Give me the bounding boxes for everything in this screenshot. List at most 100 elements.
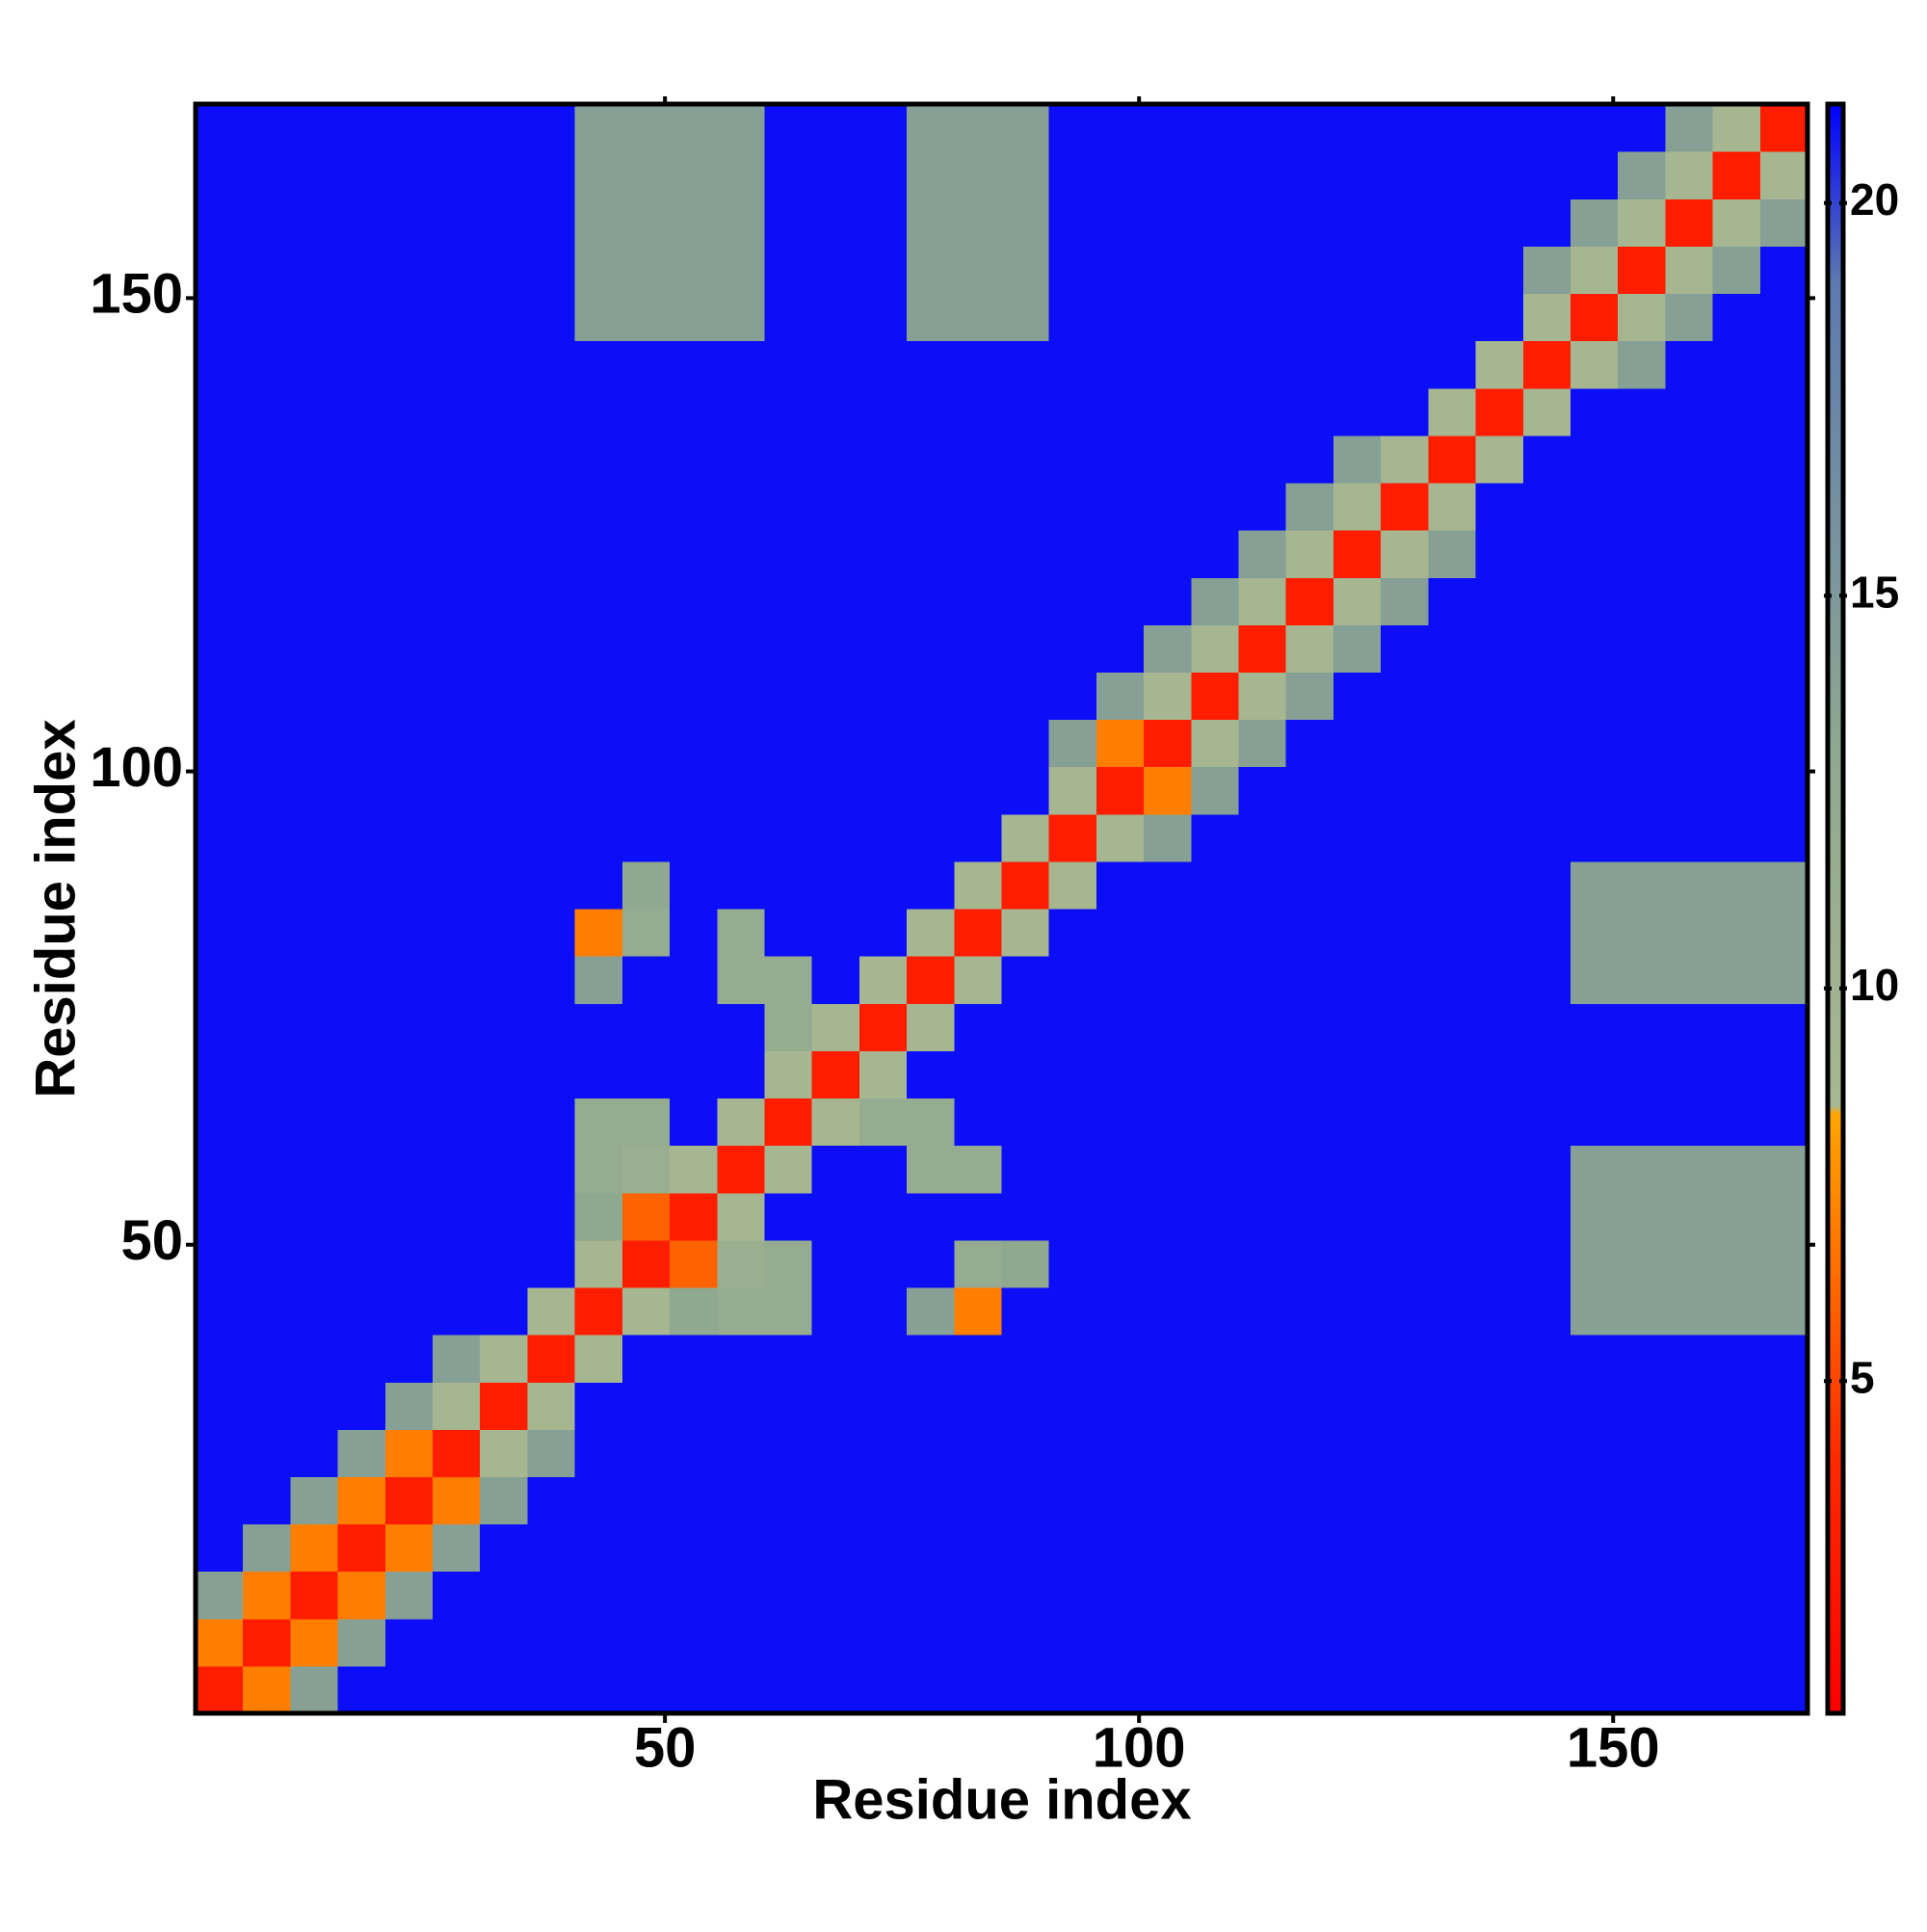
heatmap-cell bbox=[1238, 1192, 1287, 1241]
heatmap-cell bbox=[1191, 151, 1240, 199]
heatmap-cell bbox=[1665, 672, 1714, 721]
heatmap-cell bbox=[384, 293, 434, 342]
heatmap-cell bbox=[480, 1476, 529, 1525]
heatmap-cell bbox=[717, 1286, 766, 1336]
heatmap-cell bbox=[196, 956, 244, 1004]
heatmap-cell bbox=[1522, 1145, 1571, 1194]
heatmap-cell bbox=[1095, 577, 1145, 625]
heatmap-cell bbox=[1191, 860, 1240, 910]
heatmap-cell bbox=[196, 1476, 244, 1525]
heatmap-cell bbox=[480, 340, 529, 389]
heatmap-cell bbox=[670, 766, 718, 815]
heatmap-cell bbox=[811, 860, 860, 910]
heatmap-cell bbox=[433, 624, 481, 674]
heatmap-cell bbox=[1333, 1429, 1382, 1478]
heatmap-cell bbox=[1665, 1618, 1714, 1667]
heatmap-cell bbox=[1712, 1476, 1761, 1525]
heatmap-cell bbox=[907, 1618, 955, 1667]
heatmap-cell bbox=[621, 1382, 671, 1430]
heatmap-cell bbox=[1475, 1050, 1524, 1099]
heatmap-cell bbox=[954, 1003, 1003, 1051]
heatmap-cell bbox=[337, 1665, 386, 1714]
heatmap-cell bbox=[1759, 1429, 1808, 1478]
heatmap-cell bbox=[764, 435, 813, 484]
heatmap-cell bbox=[907, 860, 955, 910]
heatmap-cell bbox=[1475, 1571, 1524, 1620]
heatmap-cell bbox=[621, 1571, 671, 1620]
heatmap-cell bbox=[384, 1239, 434, 1288]
heatmap-cell bbox=[1001, 956, 1050, 1004]
heatmap-cell bbox=[811, 1145, 860, 1194]
heatmap-cell bbox=[858, 1618, 908, 1667]
heatmap-cell bbox=[907, 1098, 955, 1147]
heatmap-cell bbox=[1381, 719, 1429, 768]
heatmap-cell bbox=[1191, 1003, 1240, 1051]
heatmap-cell bbox=[527, 104, 576, 152]
heatmap-cell bbox=[480, 435, 529, 484]
heatmap-cell bbox=[196, 909, 244, 957]
heatmap-cell bbox=[764, 719, 813, 768]
heatmap-cell bbox=[621, 1145, 671, 1194]
heatmap-cell bbox=[574, 1618, 623, 1667]
heatmap-cell bbox=[1333, 151, 1382, 199]
heatmap-cell bbox=[907, 1239, 955, 1288]
heatmap-cell bbox=[1522, 766, 1571, 815]
heatmap-cell bbox=[1285, 1335, 1334, 1383]
heatmap-cell bbox=[1001, 198, 1050, 247]
heatmap-cell bbox=[433, 1192, 481, 1241]
heatmap-cell bbox=[621, 672, 671, 721]
heatmap-cell bbox=[621, 293, 671, 342]
heatmap-cell bbox=[384, 1665, 434, 1714]
heatmap-cell bbox=[1333, 1523, 1382, 1573]
heatmap-cell bbox=[1001, 1145, 1050, 1194]
heatmap-cell bbox=[907, 1429, 955, 1478]
heatmap-cell bbox=[1618, 1145, 1666, 1194]
heatmap-cell bbox=[1191, 293, 1240, 342]
heatmap-cell bbox=[337, 1382, 386, 1430]
heatmap-cell bbox=[574, 1335, 623, 1383]
heatmap-cell bbox=[527, 719, 576, 768]
heatmap-cell bbox=[1475, 1192, 1524, 1241]
heatmap-cell bbox=[574, 860, 623, 910]
heatmap-cell bbox=[1144, 956, 1192, 1004]
heatmap-cell bbox=[337, 672, 386, 721]
heatmap-cell bbox=[1428, 387, 1477, 437]
heatmap-cell bbox=[574, 246, 623, 295]
heatmap-cell bbox=[1381, 340, 1429, 389]
heatmap-cell bbox=[433, 719, 481, 768]
heatmap-cell bbox=[954, 340, 1003, 389]
heatmap-cell bbox=[1048, 1382, 1097, 1430]
heatmap-cell bbox=[1618, 1429, 1666, 1478]
heatmap-cell bbox=[670, 577, 718, 625]
heatmap-cell bbox=[433, 293, 481, 342]
heatmap-cell bbox=[954, 813, 1003, 862]
colorbar-tick-label: 15 bbox=[1850, 567, 1899, 617]
heatmap-cell bbox=[243, 435, 292, 484]
heatmap-cell bbox=[1759, 719, 1808, 768]
heatmap-cell bbox=[243, 956, 292, 1004]
heatmap-cell bbox=[574, 293, 623, 342]
heatmap-cell bbox=[433, 1618, 481, 1667]
heatmap-cell bbox=[907, 1335, 955, 1383]
heatmap-cell bbox=[290, 1098, 339, 1147]
heatmap-cell bbox=[1285, 1003, 1334, 1051]
heatmap-cell bbox=[1238, 672, 1287, 721]
heatmap-cell bbox=[1285, 813, 1334, 862]
heatmap-cell bbox=[1238, 435, 1287, 484]
heatmap-cell bbox=[764, 151, 813, 199]
heatmap-cell bbox=[1381, 1050, 1429, 1099]
heatmap-cell bbox=[1759, 293, 1808, 342]
heatmap-cell bbox=[1095, 246, 1145, 295]
heatmap-cell bbox=[1665, 1571, 1714, 1620]
heatmap-cell bbox=[1618, 813, 1666, 862]
heatmap-cell bbox=[1428, 1665, 1477, 1714]
heatmap-cell bbox=[717, 1665, 766, 1714]
heatmap-cell bbox=[670, 340, 718, 389]
heatmap-cell bbox=[1333, 435, 1382, 484]
heatmap-cell bbox=[1475, 766, 1524, 815]
heatmap-cell bbox=[811, 1050, 860, 1099]
heatmap-cell bbox=[1144, 1523, 1192, 1573]
heatmap-cell bbox=[858, 813, 908, 862]
heatmap-cell bbox=[1475, 1429, 1524, 1478]
colorbar bbox=[1825, 101, 1846, 1716]
